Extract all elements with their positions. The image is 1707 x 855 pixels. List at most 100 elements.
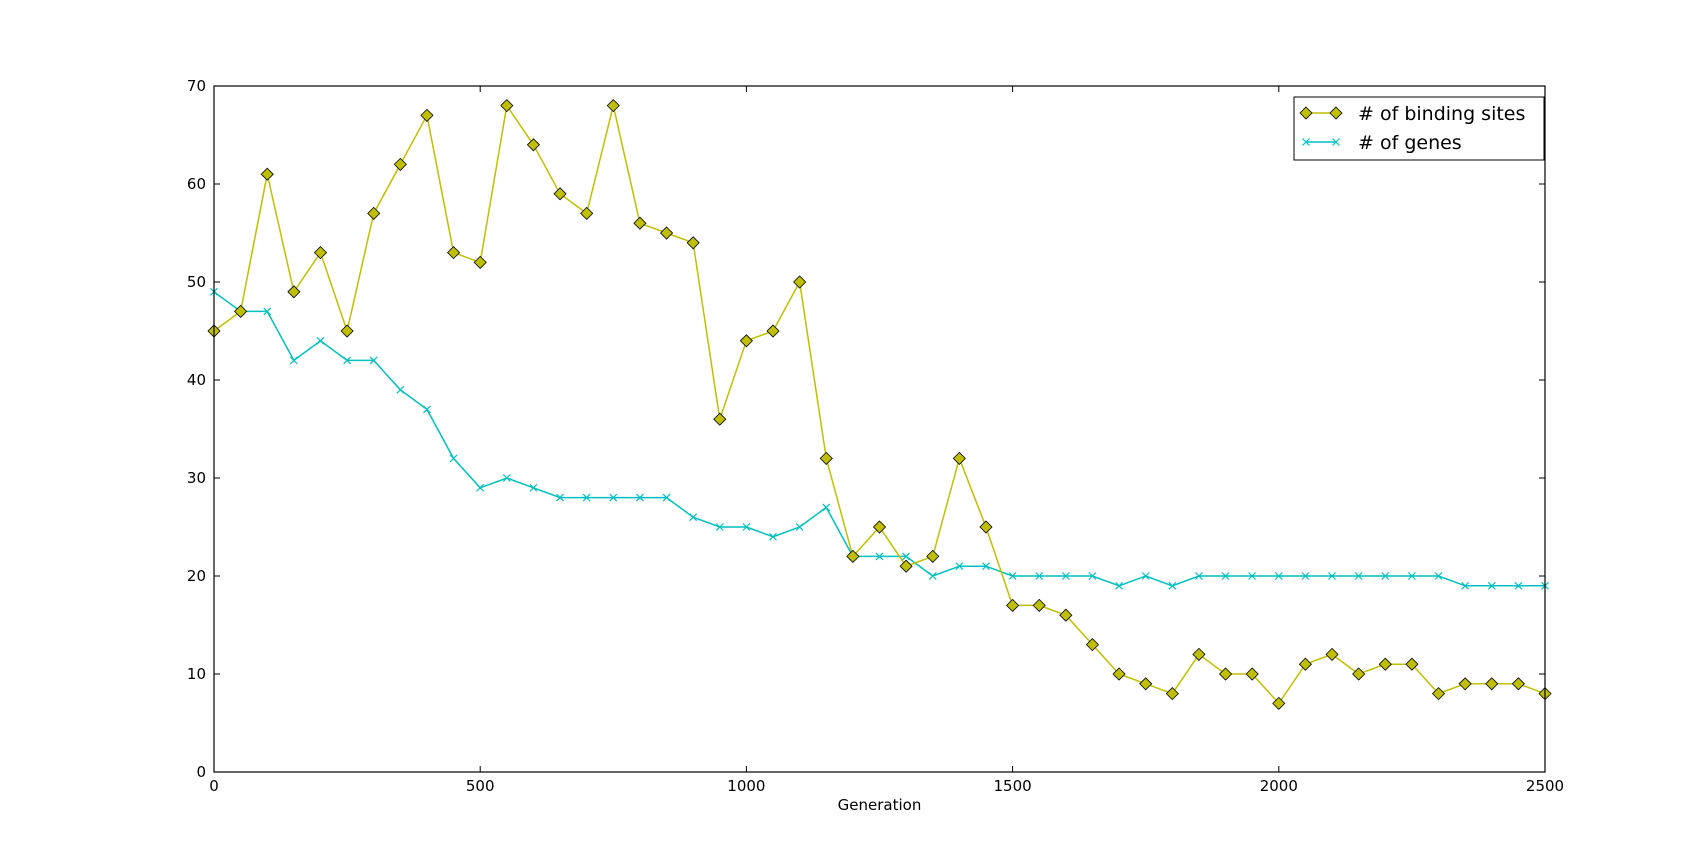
legend-marker [1302,138,1310,146]
genes-point [689,513,698,522]
genes-point [1461,581,1470,590]
binding-sites-point [1218,667,1233,681]
genes-point [1115,581,1124,590]
genes-point [662,493,671,502]
legend-item: # of binding sites [1299,103,1525,125]
genes-point [609,493,618,502]
binding-sites-point [1006,598,1020,612]
binding-sites-point [686,236,700,250]
binding-sites-point [1352,667,1366,681]
binding-sites-point [1272,696,1286,710]
binding-sites-point [447,246,461,260]
x-axis-label: Generation [838,796,922,814]
y-tick-label: 50 [187,273,206,291]
genes-point [1061,572,1070,580]
genes-point [1514,581,1523,590]
genes-point [1328,572,1336,580]
binding-sites-point [1192,647,1206,661]
x-tick-label: 2000 [1260,777,1298,795]
legend: # of binding sites # of genes [1293,96,1545,161]
y-tick-label: 20 [187,567,206,585]
y-tick-label: 70 [187,77,206,95]
genes-point [982,562,990,571]
binding-sites-point [1485,677,1499,691]
binding-sites-point [313,246,328,260]
genes-point [1168,581,1177,590]
genes-point [742,523,751,531]
binding-sites-point [606,99,620,113]
y-tick-label: 10 [187,665,206,683]
genes-point [875,552,884,561]
binding-sites-point [1059,608,1073,622]
legend-marker [1329,106,1343,120]
genes-point [715,523,724,531]
genes-point [1354,572,1363,580]
binding-sites-point [234,304,248,318]
genes-point [1008,572,1017,580]
binding-sites-point [819,451,833,465]
genes-point [476,483,485,492]
binding-sites-point [420,108,434,122]
x-tick-label: 2500 [1526,777,1564,795]
binding-sites-point [872,520,887,534]
binding-sites-point [846,549,860,563]
legend-marker [1332,138,1340,146]
binding-sites-point [1112,667,1126,681]
binding-sites-point [1458,677,1472,691]
binding-sites-point [713,412,727,426]
binding-sites-point [766,324,780,338]
binding-sites-point [580,206,594,220]
genes-point [369,356,378,365]
binding-sites-point [473,255,487,269]
genes-point [902,552,911,561]
x-tick-label: 1500 [994,777,1032,795]
x-tick-label: 500 [466,777,495,795]
genes-point [1088,572,1097,580]
genes-point [955,562,964,571]
binding-sites-point [899,559,913,573]
y-tick-label: 0 [196,763,206,781]
genes-point [1381,572,1390,580]
binding-sites-point [926,549,940,563]
genes-point [1274,572,1283,580]
genes-point [263,307,272,316]
binding-sites-point [1378,657,1392,671]
genes-point [529,483,538,492]
binding-sites-point [952,451,966,465]
y-tick-label: 60 [187,175,206,193]
binding-sites-point [1032,598,1046,612]
genes-point [1407,572,1416,580]
genes-point [1141,572,1150,580]
binding-sites-point [260,167,274,181]
genes-point [1301,572,1310,580]
binding-sites-point [793,275,807,289]
x-tick-label: 1000 [727,777,765,795]
binding-sites-point [526,138,541,152]
series-genes [210,287,1549,590]
genes-point [769,532,777,541]
genes-point [1195,572,1203,580]
binding-sites-point [1298,657,1312,671]
genes-point [316,336,325,345]
legend-marker [1299,106,1313,120]
binding-sites-point [1165,687,1179,701]
y-tick-label: 30 [187,469,206,487]
binding-sites-point [1139,677,1153,691]
binding-sites-point [1431,687,1446,701]
binding-sites-point [287,285,301,299]
genes-point [928,572,937,580]
genes-point [502,474,511,482]
genes-point [582,493,591,502]
genes-point [396,385,405,394]
binding-sites-point [739,334,753,348]
genes-point [449,454,458,463]
genes-point [822,503,831,512]
genes-point [423,405,431,414]
legend-label: # of binding sites [1358,103,1525,125]
binding-sites-point [1511,677,1525,691]
genes-point [289,356,298,365]
genes-point [556,493,564,502]
y-tick-label: 40 [187,371,206,389]
genes-point [1035,572,1044,580]
